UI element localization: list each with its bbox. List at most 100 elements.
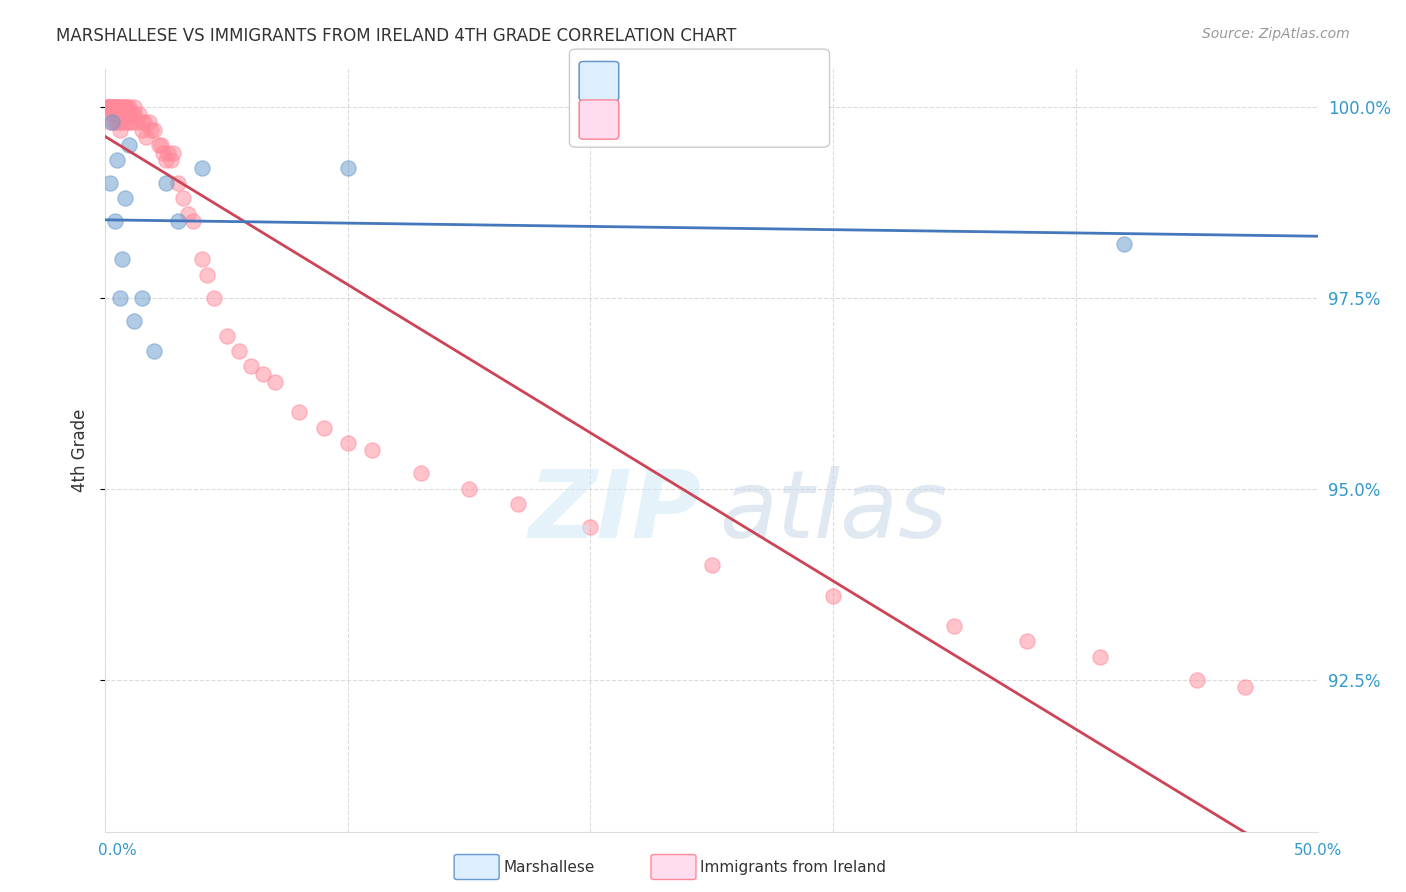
Point bbox=[104, 100, 127, 114]
Point bbox=[118, 107, 141, 121]
Point bbox=[228, 344, 250, 359]
Point bbox=[821, 589, 844, 603]
Point bbox=[104, 100, 127, 114]
Point bbox=[176, 207, 198, 221]
Text: ZIP: ZIP bbox=[529, 466, 702, 558]
Point bbox=[131, 115, 153, 129]
Point bbox=[172, 191, 194, 205]
Point bbox=[1185, 673, 1208, 687]
Point bbox=[215, 329, 238, 343]
Point bbox=[131, 122, 153, 136]
Point bbox=[121, 115, 143, 129]
Point bbox=[118, 137, 141, 152]
Point bbox=[202, 291, 225, 305]
Point bbox=[132, 115, 155, 129]
Point bbox=[181, 214, 204, 228]
Point bbox=[128, 107, 150, 121]
Text: Marshallese: Marshallese bbox=[503, 860, 595, 874]
Point bbox=[98, 100, 121, 114]
Point bbox=[118, 100, 141, 114]
Point bbox=[105, 153, 128, 168]
Text: 50.0%: 50.0% bbox=[1295, 843, 1343, 858]
Point bbox=[239, 359, 262, 374]
Point bbox=[101, 100, 124, 114]
Point bbox=[167, 214, 190, 228]
Point bbox=[118, 115, 141, 129]
Point bbox=[191, 252, 214, 267]
Point bbox=[409, 467, 432, 481]
Point bbox=[167, 176, 190, 190]
Point bbox=[111, 100, 134, 114]
Point bbox=[155, 153, 177, 168]
Point bbox=[1234, 680, 1257, 694]
Point bbox=[288, 405, 311, 419]
Point bbox=[97, 100, 120, 114]
Point bbox=[195, 268, 218, 282]
Point bbox=[458, 482, 481, 496]
Point bbox=[115, 115, 138, 129]
Point bbox=[111, 115, 134, 129]
Point bbox=[1017, 634, 1039, 648]
Point bbox=[104, 115, 127, 129]
Point bbox=[361, 443, 384, 458]
Point bbox=[124, 313, 146, 327]
Point bbox=[141, 122, 163, 136]
Point bbox=[336, 161, 359, 175]
Y-axis label: 4th Grade: 4th Grade bbox=[72, 409, 89, 492]
Point bbox=[98, 100, 121, 114]
Point bbox=[114, 100, 136, 114]
Point bbox=[125, 115, 148, 129]
Point bbox=[104, 100, 127, 114]
Point bbox=[105, 100, 128, 114]
Point bbox=[124, 107, 146, 121]
Text: N = 16: N = 16 bbox=[717, 71, 779, 89]
Point bbox=[252, 367, 274, 381]
Point bbox=[336, 435, 359, 450]
Point bbox=[150, 137, 173, 152]
Text: Immigrants from Ireland: Immigrants from Ireland bbox=[700, 860, 886, 874]
Text: atlas: atlas bbox=[718, 467, 948, 558]
Point bbox=[138, 115, 160, 129]
Point bbox=[148, 137, 170, 152]
Point bbox=[135, 130, 157, 145]
Point bbox=[1088, 649, 1111, 664]
Point bbox=[98, 115, 121, 129]
Point bbox=[98, 100, 121, 114]
Point bbox=[111, 252, 134, 267]
Text: 0.0%: 0.0% bbox=[98, 843, 138, 858]
Point bbox=[105, 107, 128, 121]
Point bbox=[108, 100, 131, 114]
Point bbox=[98, 176, 121, 190]
Point bbox=[264, 375, 287, 389]
Point bbox=[159, 153, 181, 168]
Point bbox=[115, 100, 138, 114]
Point bbox=[142, 344, 165, 359]
Point bbox=[579, 520, 602, 534]
Point bbox=[121, 107, 143, 121]
Point bbox=[101, 100, 124, 114]
Point bbox=[105, 115, 128, 129]
Point bbox=[114, 191, 136, 205]
Point bbox=[114, 100, 136, 114]
Point bbox=[312, 420, 335, 434]
Point bbox=[108, 100, 131, 114]
Point bbox=[97, 100, 120, 114]
Text: R = 0.013: R = 0.013 bbox=[621, 71, 711, 89]
Point bbox=[97, 100, 120, 114]
Point bbox=[124, 100, 146, 114]
Point bbox=[104, 214, 127, 228]
Point bbox=[1114, 237, 1136, 252]
Text: MARSHALLESE VS IMMIGRANTS FROM IRELAND 4TH GRADE CORRELATION CHART: MARSHALLESE VS IMMIGRANTS FROM IRELAND 4… bbox=[56, 27, 737, 45]
Point bbox=[114, 107, 136, 121]
Point bbox=[155, 176, 177, 190]
Point bbox=[108, 291, 131, 305]
Point bbox=[943, 619, 966, 633]
Point bbox=[506, 497, 529, 511]
Point bbox=[101, 115, 124, 129]
Point bbox=[700, 558, 723, 572]
Point bbox=[108, 122, 131, 136]
Point bbox=[157, 145, 180, 160]
Point bbox=[108, 115, 131, 129]
Point bbox=[191, 161, 214, 175]
Point bbox=[101, 100, 124, 114]
